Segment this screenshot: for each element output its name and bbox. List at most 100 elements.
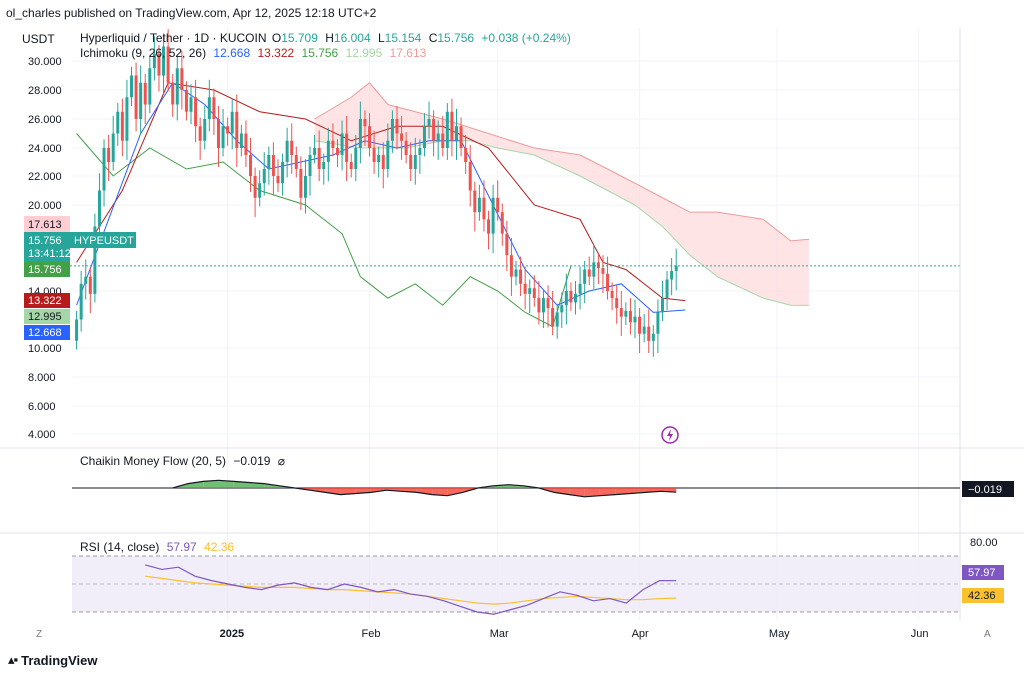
candle-body (454, 126, 458, 141)
time-axis[interactable]: 2025 Feb Mar Apr May Jun (220, 628, 929, 640)
cmf-area (203, 480, 219, 488)
cmf-area (416, 488, 433, 495)
candle-body (249, 155, 253, 176)
price-tags: 17.613 15.756 13:41:12 HYPEUSDT 15.756 1… (24, 216, 136, 340)
candle-body (386, 140, 390, 169)
rsi-level-top: 80.00 (970, 537, 998, 549)
candle-body (322, 162, 326, 169)
candle-body (537, 298, 541, 313)
candle-body (79, 283, 83, 320)
candle-body (308, 155, 312, 176)
candle-body (258, 183, 262, 198)
candle-body (546, 298, 550, 309)
hide-icon: ⌀ (278, 454, 285, 468)
candle-body (390, 119, 394, 141)
price-tick-label: 28.000 (28, 85, 62, 97)
candle-body (340, 133, 344, 155)
candle-body (505, 233, 509, 256)
ichimoku-base: 13.322 (257, 46, 294, 60)
candle-body (290, 140, 294, 155)
candle-body (377, 155, 381, 162)
candle-body (203, 119, 207, 141)
candle-body (395, 119, 399, 134)
ichimoku-legend[interactable]: Ichimoku (9, 26, 52, 26) 12.668 13.322 1… (80, 46, 427, 60)
candle-body (84, 276, 88, 284)
candle-body (221, 126, 225, 148)
tag-span-b-text: 17.613 (28, 219, 62, 231)
cmf-area (584, 488, 600, 497)
candle-body (491, 197, 495, 234)
candle-body (175, 68, 179, 105)
candle-body (564, 291, 568, 306)
candle-body (294, 155, 298, 169)
ohlc-o-label: O (272, 31, 281, 45)
ohlc-c-label: C (429, 31, 438, 45)
candle-body (216, 119, 220, 148)
candle-body (674, 265, 678, 271)
ohlc-change: +0.038 (+0.24%) (481, 31, 570, 45)
zoom-z-button[interactable]: Z (36, 629, 42, 640)
tag-last-text: 15.756 (28, 235, 62, 247)
candle-body (285, 140, 289, 162)
candle-body (432, 119, 436, 141)
candle-body (180, 68, 184, 90)
candle-body (276, 176, 280, 184)
tag-base-text: 13.322 (28, 295, 62, 307)
auto-scale-button[interactable]: A (984, 629, 991, 640)
ohlc-h-label: H (325, 31, 334, 45)
price-tick-label: 10.000 (28, 343, 62, 355)
cmf-area (233, 481, 249, 488)
symbol-title: Hyperliquid / Tether · 1D · KUCOIN (80, 31, 267, 45)
lightning-icon[interactable] (661, 426, 679, 444)
candle-body (368, 126, 372, 148)
candle-body (551, 308, 555, 327)
candle-body (189, 97, 193, 112)
ohlc-open: 15.709 (281, 31, 318, 45)
time-tick-label: Feb (362, 628, 381, 640)
rsi-tag-text: 57.97 (968, 567, 996, 579)
rsi-label: RSI (14, close) (80, 540, 159, 554)
candle-body (111, 133, 115, 162)
candle-body (670, 270, 674, 280)
cmf-area (325, 488, 341, 495)
ohlc-close: 15.756 (437, 31, 474, 45)
candle-body (253, 176, 257, 198)
currency-box[interactable] (14, 30, 58, 47)
tradingview-logo[interactable]: ▴▪ TradingView (8, 652, 97, 668)
price-axis[interactable]: 30.00028.00026.00024.00022.00020.00014.0… (28, 56, 62, 441)
candle-body (212, 97, 216, 119)
cloud-fill (314, 82, 809, 306)
tag-lagging (24, 262, 70, 277)
candle-body (148, 68, 152, 105)
cmf-area (218, 480, 234, 488)
rsi-value: 57.97 (167, 540, 197, 554)
cmf-area (615, 488, 631, 495)
candle-body (413, 155, 417, 169)
candle-body (358, 119, 362, 148)
candle-body (610, 291, 614, 299)
candle-body (107, 148, 111, 162)
candle-body (303, 176, 307, 198)
price-tick-label: 30.000 (28, 56, 62, 68)
symbol-legend[interactable]: Hyperliquid / Tether · 1D · KUCOIN O15.7… (80, 31, 571, 45)
candle-body (88, 276, 92, 294)
candle-body (116, 111, 120, 134)
candle-body (587, 269, 591, 277)
candle-body (514, 269, 518, 277)
candle-body (143, 82, 147, 105)
cmf-legend[interactable]: Chaikin Money Flow (20, 5) −0.019 ⌀ (80, 454, 285, 468)
currency-label[interactable]: USDT (22, 32, 55, 46)
time-tick-label: May (769, 628, 790, 640)
candle-body (487, 219, 491, 234)
candle-body (574, 293, 578, 303)
cmf-tag (962, 481, 1014, 497)
candle-body (134, 75, 138, 119)
price-tick-label: 26.000 (28, 114, 62, 126)
ohlc-high: 16.004 (334, 31, 371, 45)
price-tick-label: 20.000 (28, 200, 62, 212)
candle-body (139, 82, 143, 119)
candle-body (313, 148, 317, 155)
candle-body (171, 82, 175, 105)
rsi-legend[interactable]: RSI (14, close) 57.97 42.36 (80, 540, 234, 554)
